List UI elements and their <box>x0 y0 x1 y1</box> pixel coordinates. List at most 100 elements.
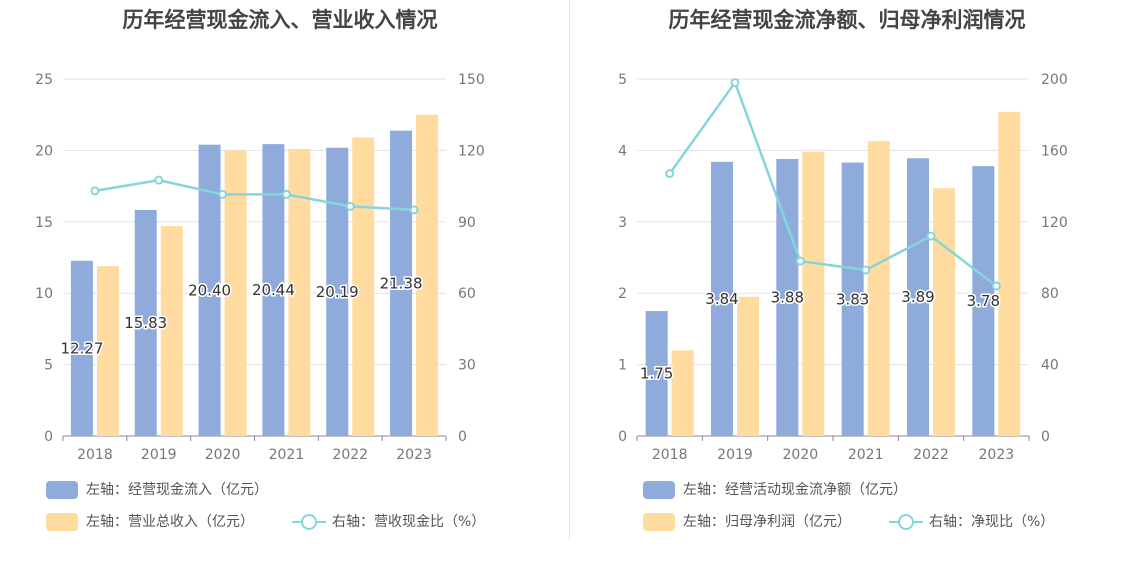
bar-series-2 <box>224 150 247 436</box>
legend-item-bar2[interactable]: 左轴：归母净利润（亿元） <box>643 512 851 532</box>
y-tick-label-right: 60 <box>458 286 476 302</box>
legend-label: 左轴：营业总收入（亿元） <box>86 514 254 530</box>
y-tick-label-right: 120 <box>458 143 485 159</box>
bar-series-1 <box>776 158 799 436</box>
bar-series-2 <box>933 188 955 436</box>
y-tick-label-right: 120 <box>1041 215 1068 231</box>
chart-plot: 0 1 2 3 4 5 0 40 80 120 160 200 2018 2019 2020 2021 2022… <box>618 72 1068 463</box>
y-tick-label-right: 150 <box>458 72 485 88</box>
bar-series-1 <box>198 144 221 437</box>
bar-series-2 <box>737 296 759 436</box>
line-series <box>94 178 415 212</box>
data-label: 3.84 <box>705 290 738 308</box>
chart-title: 历年经营现金流入、营业收入情况 <box>122 8 438 32</box>
bar-series-1 <box>326 147 349 436</box>
y-tick-label-right: 30 <box>458 358 476 374</box>
x-tick-label: 2022 <box>913 447 949 463</box>
line-point <box>281 189 291 199</box>
chart-title: 历年经营现金流净额、归母净利润情况 <box>668 8 1026 32</box>
legend-item-line[interactable]: 右轴：净现比（%） <box>889 512 1054 532</box>
y-tick-label-right: 80 <box>1041 286 1059 302</box>
x-tick-label: 2018 <box>652 447 688 463</box>
line-point <box>926 231 936 241</box>
bar-series-2 <box>671 350 694 436</box>
data-label: 3.83 <box>836 290 869 308</box>
bar-series-1 <box>711 161 733 436</box>
data-label: 15.83 <box>124 314 167 332</box>
bar-series-2 <box>288 148 311 437</box>
legend-label: 左轴：经营活动现金流净额（亿元） <box>683 482 907 498</box>
x-tick-label: 2019 <box>141 447 177 463</box>
bar-series-2 <box>802 151 825 436</box>
line-series <box>668 79 998 288</box>
x-tick-label: 2020 <box>783 447 819 463</box>
data-label: 1.75 <box>640 365 673 383</box>
x-tick-label: 2018 <box>77 447 113 463</box>
data-label: 20.40 <box>188 281 231 299</box>
x-tick-label: 2021 <box>848 447 884 463</box>
data-label: 20.19 <box>316 283 359 301</box>
legend-item-line[interactable]: 右轴：营收现金比（%） <box>292 512 485 532</box>
line-point <box>665 169 675 179</box>
bar-series-2 <box>352 137 375 436</box>
bar-series-1 <box>645 311 668 436</box>
data-label: 3.78 <box>967 292 1000 310</box>
y-tick-label-left: 20 <box>35 143 53 159</box>
x-tick-label: 2022 <box>332 447 368 463</box>
line-point <box>345 201 355 211</box>
data-label: 3.88 <box>771 288 804 306</box>
y-tick-label-left: 2 <box>618 286 627 302</box>
panel-divider <box>569 0 570 540</box>
bar-series-1 <box>907 158 929 436</box>
line-point <box>795 256 805 266</box>
legend-item-bar2[interactable]: 左轴：营业总收入（亿元） <box>46 512 254 532</box>
data-label: 20.44 <box>252 281 295 299</box>
legend-item-bar1[interactable]: 左轴：经营活动现金流净额（亿元） <box>643 480 907 500</box>
y-tick-label-left: 1 <box>618 358 627 374</box>
legend-item-bar1[interactable]: 左轴：经营现金流入（亿元） <box>46 480 268 500</box>
y-tick-label-left: 5 <box>618 72 627 88</box>
x-tick-label: 2020 <box>205 447 241 463</box>
bar-series-2 <box>416 114 439 436</box>
y-tick-label-left: 0 <box>618 429 627 445</box>
x-tick-label: 2019 <box>717 447 753 463</box>
y-tick-label-left: 15 <box>35 215 53 231</box>
y-tick-label-left: 25 <box>35 72 53 88</box>
y-tick-label-right: 160 <box>1041 143 1068 159</box>
bar-series-1 <box>262 144 285 436</box>
legend-line-icon <box>889 513 923 531</box>
legend-label: 右轴：净现比（%） <box>929 514 1055 530</box>
line-point <box>154 175 164 185</box>
line-point <box>991 281 1001 291</box>
y-tick-label-right: 200 <box>1041 72 1068 88</box>
legend-label: 右轴：营收现金比（%） <box>332 514 486 530</box>
chart-panel-right: 历年经营现金流净额、归母净利润情况 0 1 2 3 4 5 0 40 80 120 160 200 20… <box>567 0 1134 582</box>
y-tick-label-right: 40 <box>1041 358 1059 374</box>
y-tick-label-left: 5 <box>44 358 53 374</box>
bar-series-1 <box>972 166 995 436</box>
bar-series-1 <box>134 209 157 436</box>
legend-label: 左轴：经营现金流入（亿元） <box>86 482 268 498</box>
chart-panel-left: 历年经营现金流入、营业收入情况 0 5 10 15 20 25 0 30 60 90 120 150 2… <box>35 8 485 532</box>
line-point <box>861 265 871 275</box>
y-tick-label-right: 90 <box>458 215 476 231</box>
y-tick-label-right: 0 <box>1041 429 1050 445</box>
x-tick-label: 2021 <box>269 447 305 463</box>
y-tick-label-left: 0 <box>44 429 53 445</box>
x-tick-label: 2023 <box>396 447 432 463</box>
bar-series-1 <box>70 260 93 436</box>
bar-series-2 <box>160 226 183 436</box>
legend-swatch <box>46 513 78 531</box>
y-tick-label-right: 0 <box>458 429 467 445</box>
bar-series-2 <box>867 141 890 437</box>
bar-series-2 <box>998 111 1021 437</box>
chart-plot: 0 5 10 15 20 25 0 30 60 90 120 150 2018 2019 2020 2021 2… <box>35 72 485 463</box>
legend-label: 左轴：归母净利润（亿元） <box>683 514 851 530</box>
bar-series-2 <box>96 266 119 436</box>
legend-line-icon <box>292 513 326 531</box>
y-tick-label-left: 3 <box>618 215 627 231</box>
y-tick-label-left: 10 <box>35 286 53 302</box>
data-label: 21.38 <box>380 274 423 292</box>
bar-series-1 <box>841 162 864 436</box>
line-point <box>730 78 740 88</box>
